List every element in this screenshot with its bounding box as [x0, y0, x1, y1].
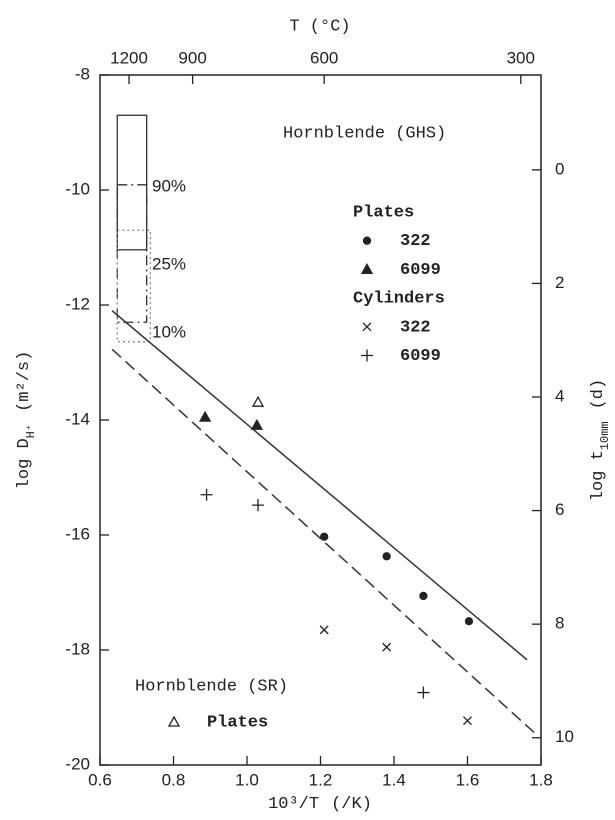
x-tick-label: 0.8 — [162, 770, 186, 789]
y-axis-label: log DH⁺ (m²/s) — [15, 351, 38, 490]
x-tick-label: 1.0 — [235, 770, 259, 789]
legend-title: Hornblende (SR) — [135, 677, 288, 696]
point — [250, 418, 264, 430]
fit-line — [111, 348, 538, 736]
legend-marker — [167, 715, 181, 727]
y2-axis-label-unit: (d) — [589, 379, 608, 410]
x-axis-label-unit: (/K) — [331, 795, 372, 814]
legend-group: Cylinders — [353, 290, 445, 309]
legend-marker — [362, 236, 372, 245]
y-axis-label-unit: (m²/s) — [15, 351, 34, 412]
legend-marker — [361, 349, 373, 362]
range-label: 90% — [152, 176, 186, 195]
y-tick-label: -12 — [65, 294, 90, 313]
point — [252, 499, 265, 512]
legend-label: Plates — [207, 713, 268, 732]
point — [463, 716, 472, 726]
y-tick-label: -14 — [65, 409, 90, 428]
x2-tick-label: 1200 — [110, 48, 148, 67]
point — [251, 395, 265, 407]
point — [199, 410, 212, 422]
x-tick-label: 1.4 — [382, 770, 406, 789]
y-tick-label: -18 — [65, 639, 90, 658]
legend-title: Hornblende (GHS) — [283, 124, 446, 143]
legend-marker — [362, 322, 372, 332]
y2-tick-label: 6 — [555, 500, 564, 519]
y-tick-label: -8 — [75, 64, 90, 83]
x2-tick-label: 900 — [178, 48, 206, 67]
y2-tick-label: 4 — [555, 386, 564, 405]
point — [464, 617, 474, 626]
y-tick-label: -10 — [65, 179, 90, 198]
legend-marker — [360, 263, 374, 275]
x2-axis-label: T (°C) — [289, 17, 350, 36]
legend-label: 6099 — [400, 347, 441, 366]
range-label: 25% — [152, 254, 186, 273]
y-axis-label-main: log D — [15, 438, 34, 489]
x2-tick-label: 600 — [310, 48, 338, 67]
y2-tick-label: 10 — [555, 727, 574, 746]
y2-axis-label-sub: 10mm — [598, 421, 612, 450]
point — [382, 642, 392, 652]
point — [200, 488, 213, 501]
point — [417, 686, 430, 699]
y-axis-label-sub: H⁺ — [24, 424, 38, 438]
x-tick-label: 1.6 — [456, 770, 480, 789]
fit-line — [111, 310, 528, 661]
range-box — [116, 229, 151, 343]
x-axis-label: 10³/T (/K) — [268, 795, 372, 814]
point — [419, 591, 428, 601]
x-axis-label-main: 10³/T — [268, 795, 319, 814]
x-tick-label: 0.6 — [88, 770, 112, 789]
y2-axis-label: log t10mm (d) — [589, 379, 612, 501]
y2-tick-label: 0 — [555, 159, 564, 178]
point — [319, 625, 329, 635]
y2-tick-label: 2 — [555, 273, 564, 292]
legend-label: 322 — [400, 232, 431, 251]
point — [320, 532, 329, 541]
x-tick-label: 1.2 — [309, 770, 333, 789]
x-tick-label: 1.8 — [529, 770, 553, 789]
y2-tick-label: 8 — [555, 614, 564, 633]
legend-label: 6099 — [400, 261, 441, 280]
x2-tick-label: 300 — [507, 48, 535, 67]
range-box — [116, 184, 148, 323]
y2-axis-label-main: log t — [589, 450, 608, 501]
y-tick-label: -16 — [65, 524, 90, 543]
range-label: 10% — [152, 322, 186, 341]
point — [382, 552, 391, 561]
legend-group: Plates — [353, 203, 414, 222]
legend-label: 322 — [400, 318, 431, 337]
range-box — [116, 114, 148, 251]
y-tick-label: -20 — [65, 754, 90, 773]
